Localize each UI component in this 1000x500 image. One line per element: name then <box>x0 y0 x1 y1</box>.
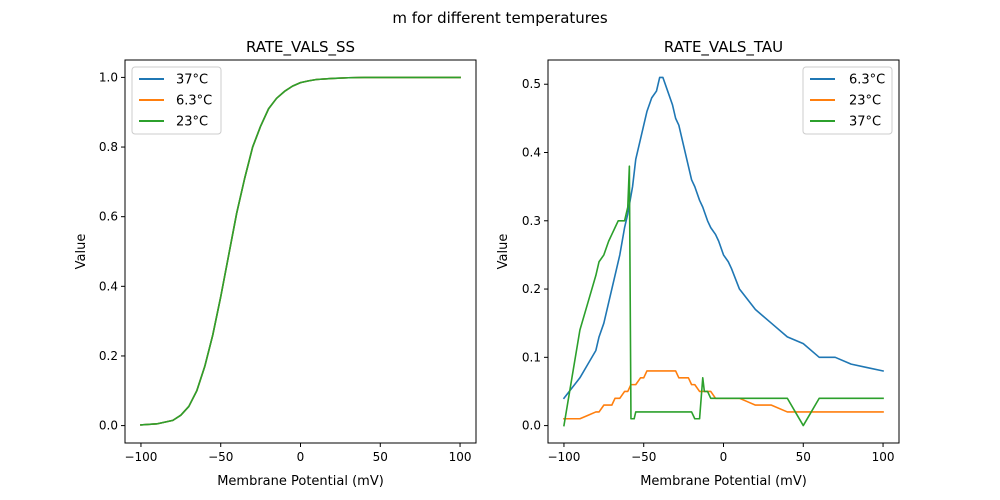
y-axis-label: Value <box>496 234 511 270</box>
x-axis-ticks: −100 −50 0 50 100 <box>547 443 894 464</box>
legend-label: 6.3°C <box>849 73 885 88</box>
figure-suptitle: m for different temperatures <box>392 9 608 27</box>
x-tick-label: 0 <box>297 450 305 464</box>
y-tick-label: 0.4 <box>522 146 541 160</box>
x-tick-label: 100 <box>872 450 895 464</box>
y-tick-label: 0.6 <box>99 210 118 224</box>
x-tick-label: 50 <box>796 450 811 464</box>
x-tick-label: −50 <box>208 450 233 464</box>
legend-box <box>131 66 222 135</box>
plot-area <box>140 76 461 426</box>
y-tick-label: 0.3 <box>522 214 541 228</box>
plot-area <box>562 76 884 427</box>
y-tick-label: 0.1 <box>522 350 541 364</box>
x-axis-ticks: −100 −50 0 50 100 <box>124 443 471 464</box>
legend-label: 37°C <box>176 73 208 88</box>
y-axis-ticks: 0.0 0.2 0.4 0.6 0.8 1.0 <box>99 70 125 433</box>
x-tick-label: −100 <box>547 450 580 464</box>
y-tick-label: 0.2 <box>99 349 118 363</box>
x-tick-label: −100 <box>124 450 157 464</box>
legend: 6.3°C 23°C 37°C <box>802 66 893 135</box>
legend-label: 23°C <box>176 115 208 130</box>
legend-box <box>802 66 893 135</box>
series-line-1 <box>563 370 884 420</box>
y-tick-label: 0.8 <box>99 140 118 154</box>
series-line-0 <box>562 76 884 400</box>
y-tick-label: 0.0 <box>522 419 541 433</box>
x-tick-label: 100 <box>449 450 472 464</box>
y-tick-label: 1.0 <box>99 70 118 84</box>
series-line-2 <box>563 165 884 427</box>
subplot-title: RATE_VALS_SS <box>246 38 355 57</box>
y-tick-label: 0.5 <box>522 77 541 91</box>
legend: 37°C 6.3°C 23°C <box>131 66 222 135</box>
y-tick-label: 0.4 <box>99 279 118 293</box>
subplot-tau: RATE_VALS_TAU −100 −50 0 50 100 0.0 0.1 0.2 0.3… <box>496 38 900 489</box>
subplot-ss: RATE_VALS_SS −100 −50 0 50 100 0.00.20.40.60… <box>74 38 477 489</box>
x-tick-label: −50 <box>631 450 656 464</box>
x-axis-label: Membrane Potential (mV) <box>640 474 807 489</box>
y-tick-label: 0.0 <box>99 419 118 433</box>
legend-label: 37°C <box>849 115 881 130</box>
x-tick-label: 50 <box>373 450 388 464</box>
y-axis-ticks: 0.0 0.1 0.2 0.3 0.4 0.5 <box>522 77 548 433</box>
legend-label: 23°C <box>849 94 881 109</box>
series-line-2 <box>140 76 461 426</box>
x-axis-label: Membrane Potential (mV) <box>217 474 384 489</box>
y-tick-label: 0.2 <box>522 282 541 296</box>
subplot-title: RATE_VALS_TAU <box>664 38 783 57</box>
y-axis-label: Value <box>74 234 89 270</box>
legend-label: 6.3°C <box>176 94 212 109</box>
x-tick-label: 0 <box>720 450 728 464</box>
